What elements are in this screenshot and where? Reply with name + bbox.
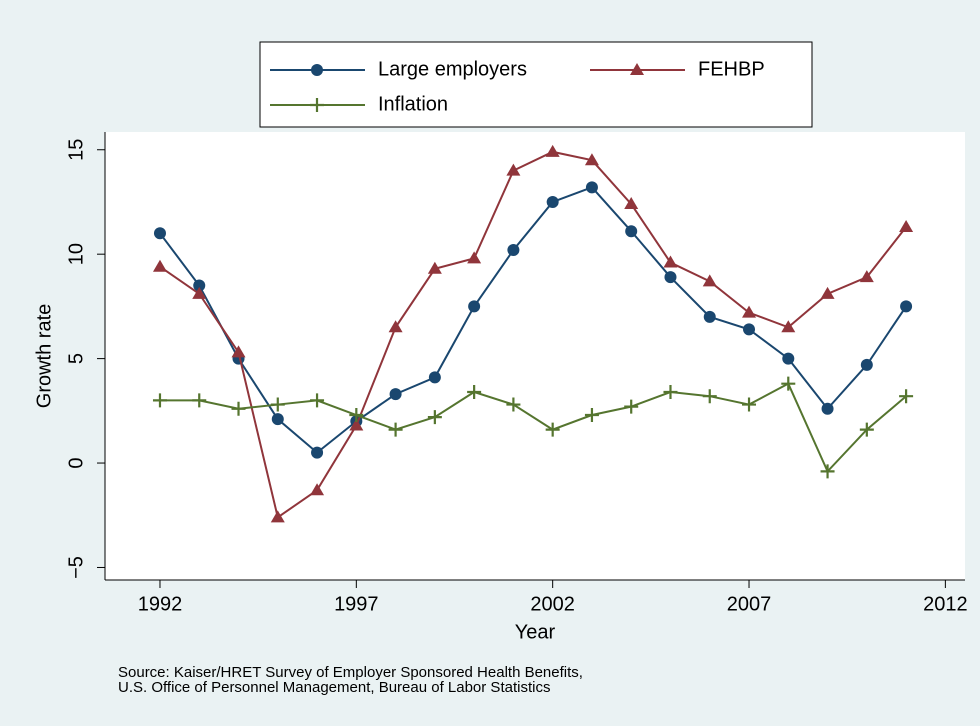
legend-marker	[630, 63, 644, 75]
data-point	[153, 227, 166, 240]
note: Source: Kaiser/HRET Survey of Employer S…	[118, 664, 583, 681]
data-point	[467, 251, 482, 264]
x-tick-label: 1997	[334, 593, 379, 615]
x-tick-label: 2012	[923, 593, 968, 615]
data-point	[428, 371, 441, 384]
data-point	[742, 397, 757, 412]
data-point	[310, 483, 325, 496]
y-tick-label: 0	[65, 457, 87, 468]
data-point	[860, 358, 873, 371]
data-point	[310, 393, 325, 408]
x-tick-label: 1992	[138, 593, 183, 615]
data-point	[427, 410, 442, 425]
x-axis-label: Year	[515, 621, 556, 643]
data-point	[664, 271, 677, 284]
data-point	[546, 195, 559, 208]
data-point	[899, 389, 914, 404]
legend-marker	[311, 64, 323, 76]
data-point	[271, 413, 284, 426]
data-point	[545, 144, 560, 157]
data-point	[427, 261, 442, 274]
data-point	[545, 422, 560, 437]
data-point	[349, 418, 364, 431]
y-tick-label: 15	[65, 139, 87, 161]
data-point	[584, 153, 599, 166]
data-point	[663, 385, 678, 400]
data-point	[624, 197, 639, 210]
plot-area	[105, 132, 965, 580]
data-point	[506, 397, 521, 412]
data-point	[781, 376, 796, 391]
data-point	[388, 422, 403, 437]
data-point	[859, 270, 874, 283]
data-point	[702, 274, 717, 287]
y-axis-label: Growth rate	[33, 304, 55, 408]
series-line	[159, 150, 907, 519]
y-tick-label: −5	[65, 556, 87, 579]
data-point	[311, 446, 324, 459]
data-point	[468, 300, 481, 313]
data-point	[625, 225, 638, 238]
note: U.S. Office of Personnel Management, Bur…	[118, 679, 550, 696]
data-point	[899, 220, 914, 233]
legend-marker	[310, 98, 324, 112]
y-tick-label: 5	[65, 353, 87, 364]
data-point	[820, 286, 835, 299]
data-point	[231, 345, 246, 358]
data-point	[820, 464, 835, 479]
data-point	[349, 408, 364, 423]
y-tick-label: 10	[65, 243, 87, 265]
legend-label: Inflation	[378, 93, 448, 115]
x-tick-label: 2007	[727, 593, 772, 615]
data-point	[743, 323, 756, 336]
data-point	[585, 181, 598, 194]
data-point	[742, 305, 757, 318]
legend	[259, 41, 813, 128]
data-point	[782, 352, 795, 365]
data-point	[193, 279, 206, 292]
data-point	[231, 401, 246, 416]
data-point	[467, 385, 482, 400]
legend-label: FEHBP	[698, 58, 765, 80]
x-tick-label: 2002	[530, 593, 575, 615]
data-point	[821, 402, 834, 415]
data-point	[152, 393, 167, 408]
data-point	[663, 255, 678, 268]
data-point	[859, 422, 874, 437]
data-point	[388, 320, 403, 333]
data-point	[624, 399, 639, 414]
data-point	[900, 300, 913, 313]
data-point	[270, 397, 285, 412]
data-point	[192, 286, 207, 299]
data-point	[152, 259, 167, 272]
data-point	[192, 393, 207, 408]
data-point	[507, 244, 520, 257]
data-point	[506, 163, 521, 176]
data-point	[703, 310, 716, 323]
data-point	[389, 388, 402, 401]
data-point	[781, 320, 796, 333]
data-point	[584, 408, 599, 423]
data-point	[270, 510, 285, 523]
series-line	[159, 186, 907, 454]
legend-label: Large employers	[378, 58, 527, 80]
data-point	[702, 389, 717, 404]
